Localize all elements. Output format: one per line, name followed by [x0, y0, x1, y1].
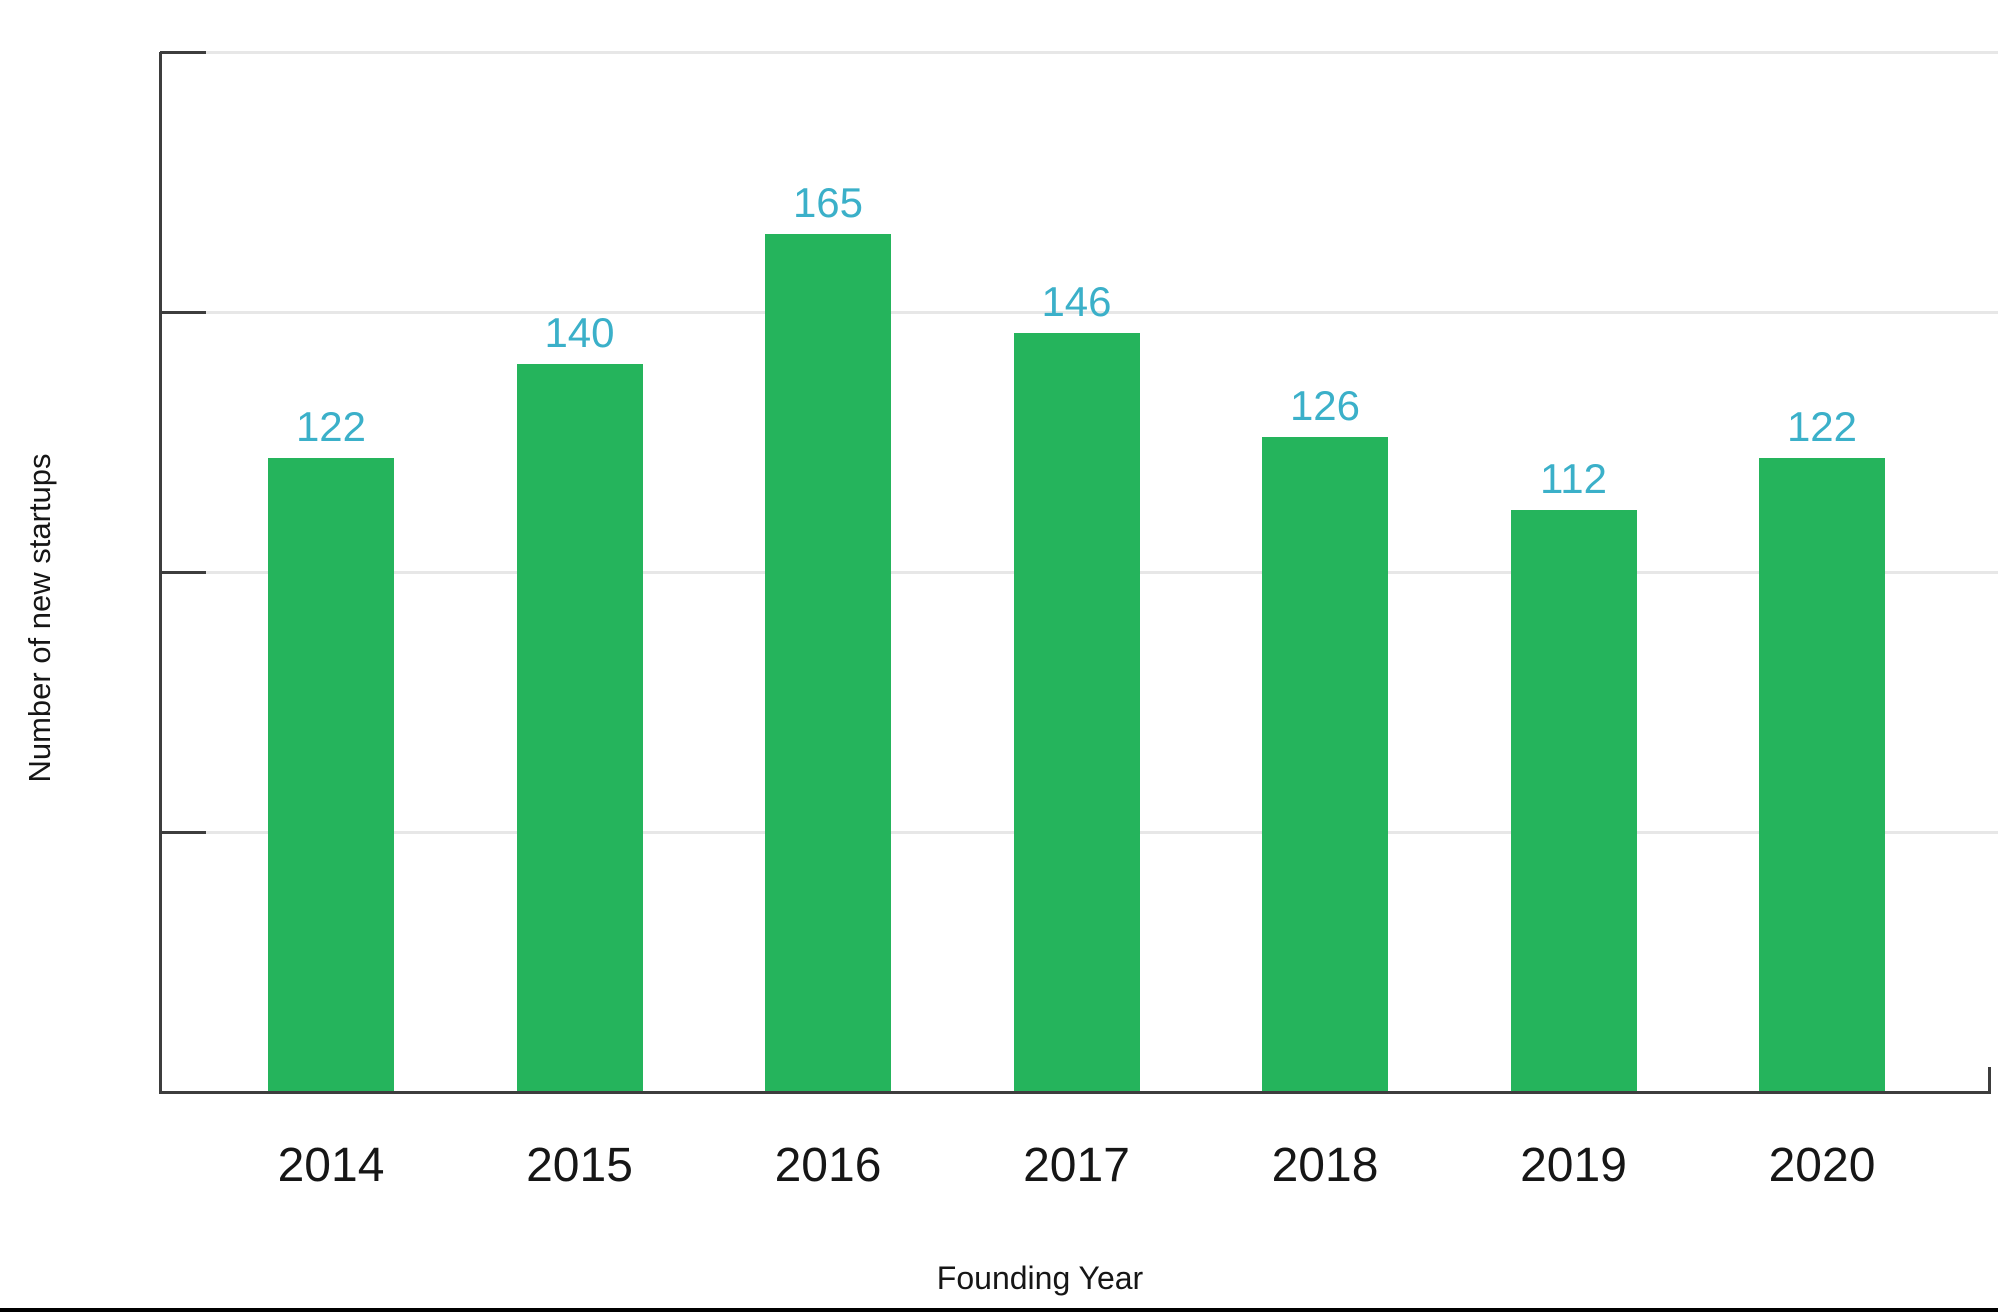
value-label-2014: 122: [295, 402, 367, 450]
x-axis-title: Founding Year: [936, 1260, 1144, 1296]
x-axis-label-2016: 2016: [774, 1139, 882, 1192]
y-axis-line: [158, 52, 162, 1094]
y-axis-tick-50: [160, 830, 206, 834]
bar-2017: [1013, 332, 1140, 1092]
value-label-2016: 165: [792, 179, 864, 226]
value-label-2019: 112: [1540, 454, 1607, 502]
y-axis-tick-100: [160, 570, 206, 574]
bar-2014: [268, 457, 394, 1092]
y-axis-title: Number of new startups: [22, 453, 57, 783]
x-axis-label-2018: 2018: [1271, 1139, 1379, 1192]
x-axis-label-2015: 2015: [526, 1139, 633, 1192]
x-axis-label-2019: 2019: [1520, 1139, 1627, 1192]
gridline-200: [160, 50, 1998, 54]
bar-2019: [1510, 509, 1637, 1092]
value-label-2018: 126: [1289, 381, 1361, 429]
value-label-2020: 122: [1786, 402, 1858, 450]
gridline-150: [160, 310, 1998, 314]
bar-2018: [1262, 436, 1388, 1092]
x-axis-line: [158, 1090, 1991, 1094]
bottom-border-rule: [0, 1308, 1998, 1312]
bar-2015: [516, 364, 643, 1092]
x-axis-end-tick: [1987, 1067, 1991, 1092]
y-axis-tick-150: [160, 310, 206, 314]
x-axis-label-2017: 2017: [1023, 1139, 1130, 1192]
y-axis-tick-200: [160, 50, 206, 54]
value-label-2017: 146: [1041, 277, 1112, 325]
value-label-2015: 140: [544, 309, 615, 356]
bar-2016: [765, 234, 891, 1092]
bar-2020: [1759, 457, 1885, 1092]
x-axis-label-2020: 2020: [1768, 1139, 1876, 1192]
x-axis-label-2014: 2014: [277, 1139, 385, 1192]
